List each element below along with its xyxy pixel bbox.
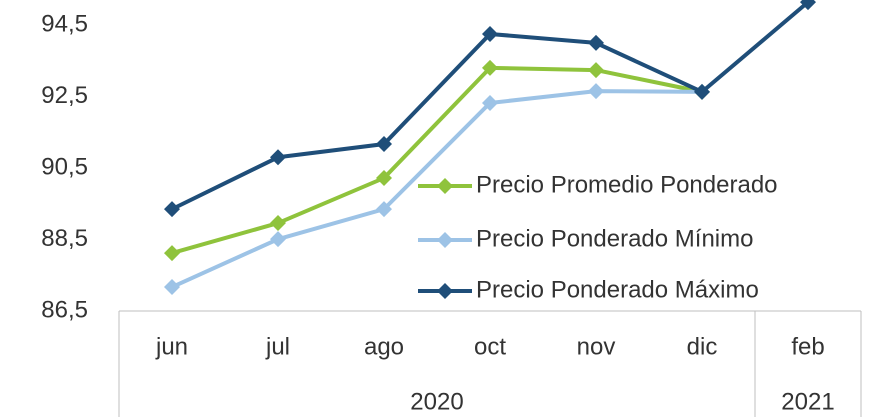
y-tick-label: 92,5 [41, 82, 88, 109]
x-tick-label: nov [577, 333, 616, 360]
point-marker [694, 83, 710, 100]
point-marker [588, 83, 604, 100]
x-tick-label: feb [791, 333, 824, 360]
legend-marker [437, 178, 453, 194]
point-marker [270, 149, 286, 166]
y-tick-label: 94,5 [41, 10, 88, 37]
series-line [171, 89, 703, 289]
point-marker [482, 94, 498, 111]
point-marker [164, 279, 180, 296]
point-marker [376, 136, 392, 153]
legend-marker [437, 232, 453, 248]
x-tick-label: oct [474, 333, 506, 360]
point-marker [270, 231, 286, 248]
y-tick-label: 88,5 [41, 225, 88, 252]
y-tick-label: 90,5 [41, 153, 88, 180]
series-line [171, 65, 703, 256]
legend-label: Precio Ponderado Máximo [476, 276, 759, 303]
x-tick-label: dic [687, 333, 718, 360]
point-marker [164, 245, 180, 262]
group-label: 2020 [410, 388, 463, 415]
legend-marker [437, 283, 453, 299]
x-tick-label: ago [364, 333, 404, 360]
x-tick-label: jul [265, 333, 290, 360]
point-marker [800, 0, 816, 11]
group-label: 2021 [781, 388, 834, 415]
point-marker [270, 215, 286, 232]
y-tick-label: 86,5 [41, 296, 88, 323]
point-marker [376, 201, 392, 218]
point-marker [588, 62, 604, 79]
point-marker [164, 201, 180, 218]
legend-label: Precio Ponderado Mínimo [476, 225, 753, 252]
point-marker [482, 59, 498, 76]
legend-label: Precio Promedio Ponderado [476, 171, 778, 198]
x-tick-label: jun [155, 333, 188, 360]
point-marker [376, 170, 392, 187]
point-marker [482, 25, 498, 42]
point-marker [588, 34, 604, 51]
